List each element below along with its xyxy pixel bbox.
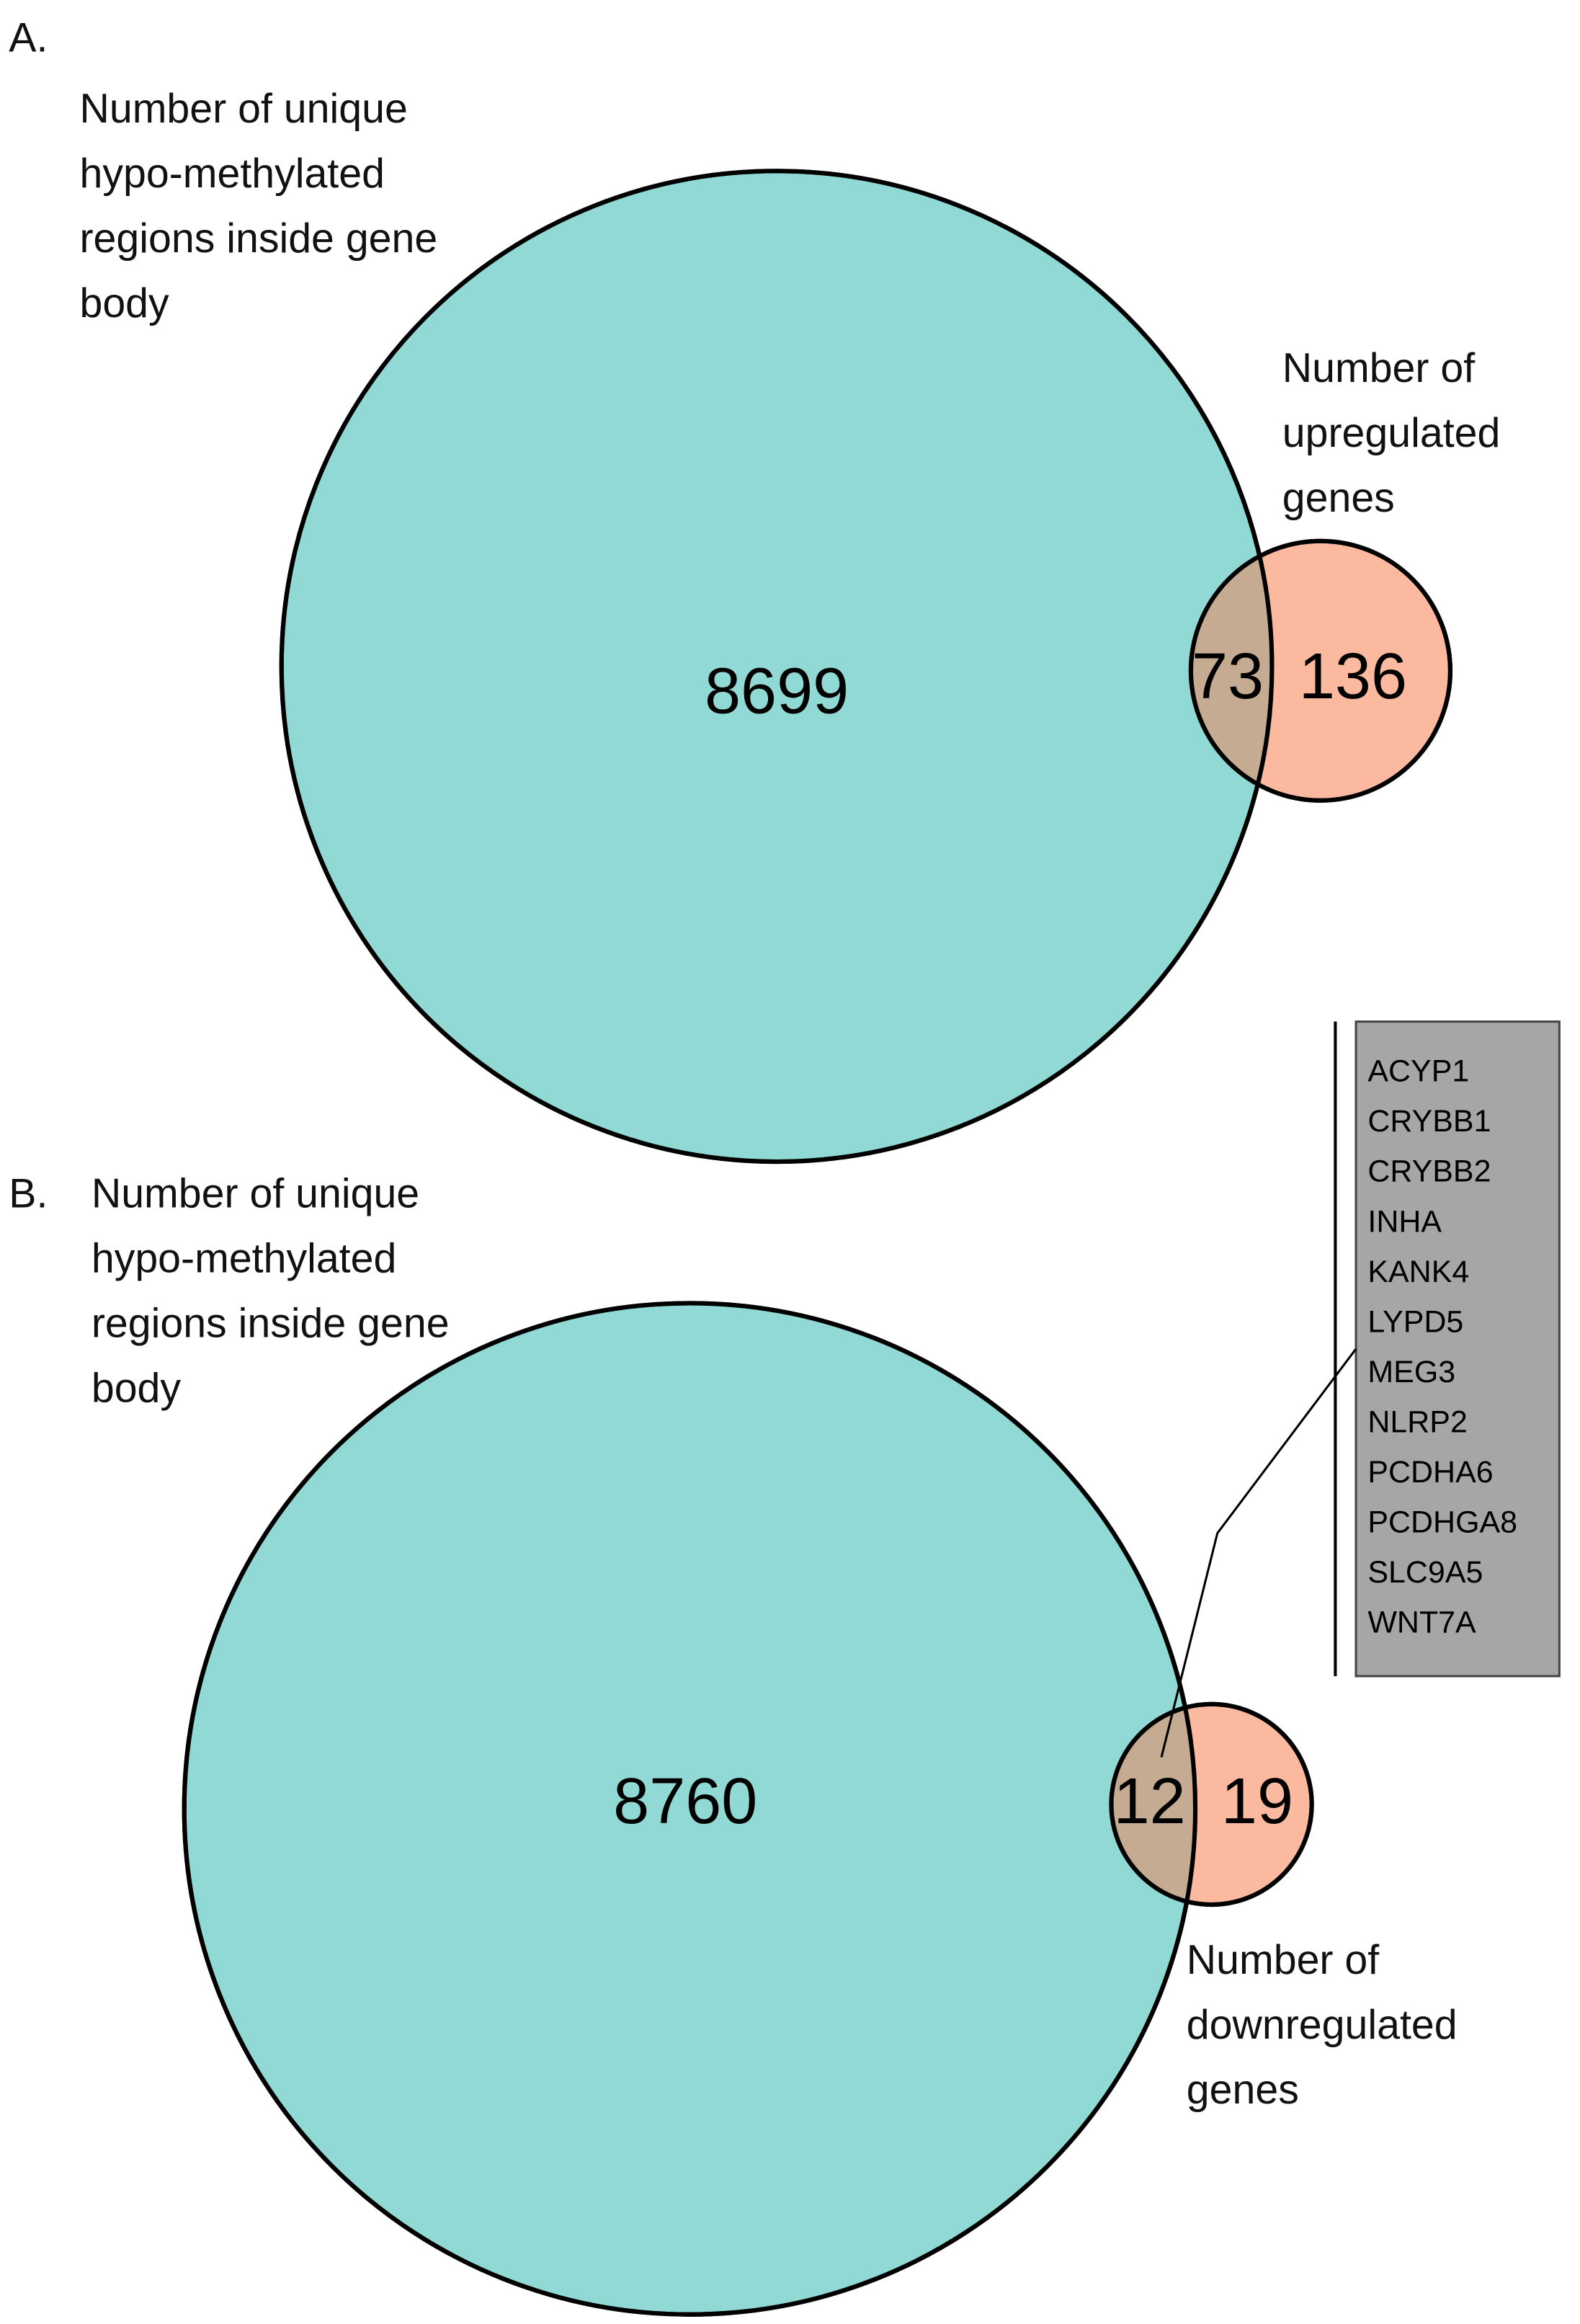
gene-name: ACYP1 <box>1367 1054 1469 1089</box>
callout-line <box>1160 1348 1357 1758</box>
outline <box>1188 538 1453 803</box>
gene-name: PCDHGA8 <box>1367 1505 1517 1540</box>
region-count: 19 <box>1221 1766 1293 1838</box>
gene-name: INHA <box>1367 1204 1442 1239</box>
outline <box>182 1301 1198 2317</box>
region-count: 8760 <box>613 1766 757 1838</box>
panel-label: A. <box>9 14 48 61</box>
gene-name: WNT7A <box>1367 1606 1476 1640</box>
gene-name: CRYBB1 <box>1367 1104 1491 1139</box>
region-count: 12 <box>1114 1766 1186 1838</box>
gene-name: NLRP2 <box>1367 1404 1467 1439</box>
region-count: 8699 <box>705 655 849 727</box>
region-count: 73 <box>1192 641 1264 713</box>
set-label: Number of unique hypo-methylated regions… <box>91 1170 450 1411</box>
gene-name: MEG3 <box>1367 1355 1455 1389</box>
set-label: Number of upregulated genes <box>1282 344 1501 521</box>
set-label: Number of downregulated genes <box>1186 1937 1458 2113</box>
region-count: 136 <box>1299 641 1407 713</box>
set-label: Number of unique hypo-methylated regions… <box>79 85 438 326</box>
outline <box>1109 1701 1314 1907</box>
gene-name: PCDHA6 <box>1367 1455 1493 1490</box>
outline <box>279 169 1275 1165</box>
gene-name: SLC9A5 <box>1367 1555 1483 1590</box>
gene-name: LYPD5 <box>1367 1304 1463 1339</box>
overlap <box>1190 540 1272 801</box>
panel-label: B. <box>9 1170 48 1216</box>
gene-name: KANK4 <box>1367 1255 1469 1289</box>
gene-name: CRYBB2 <box>1367 1154 1491 1189</box>
